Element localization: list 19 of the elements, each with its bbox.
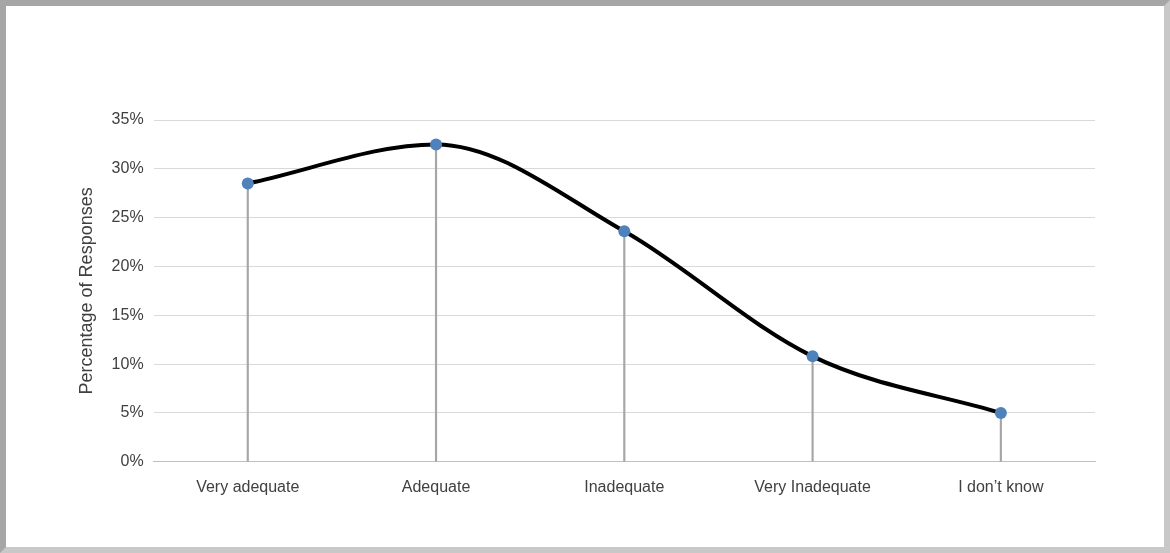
x-tick-label: Very adequate xyxy=(196,477,300,495)
x-tick-label: Inadequate xyxy=(584,477,665,495)
y-tick-label: 35% xyxy=(111,110,144,128)
y-tick-label: 30% xyxy=(111,159,144,177)
point xyxy=(241,177,254,190)
y-tick-label: 25% xyxy=(111,208,144,226)
y-tick-label: 20% xyxy=(111,256,144,274)
x-tick-label: Very Inadequate xyxy=(754,477,871,495)
point xyxy=(618,225,631,238)
y-tick-label: 0% xyxy=(120,452,144,470)
y-axis-title: Percentage of Responses xyxy=(75,187,96,395)
point xyxy=(430,138,443,151)
y-tick-label: 5% xyxy=(120,403,144,421)
y-tick-label: 15% xyxy=(111,305,144,323)
x-tick-label: I don’t know xyxy=(958,477,1044,495)
x-tick-label: Adequate xyxy=(401,477,471,495)
y-tick-label: 10% xyxy=(111,354,144,372)
point xyxy=(806,350,819,363)
point xyxy=(994,406,1007,419)
